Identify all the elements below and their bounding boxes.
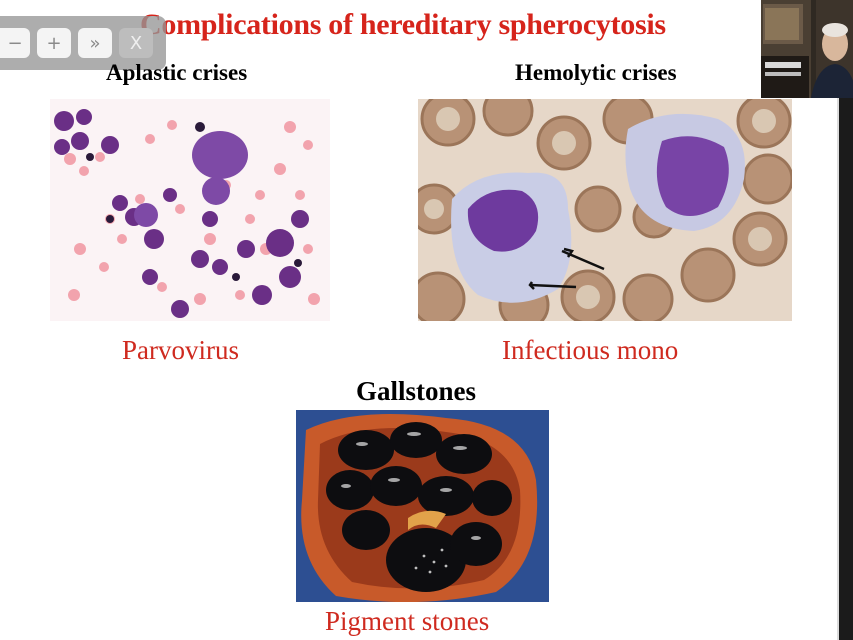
presenter-video-image [761, 0, 853, 98]
slide-title: Complications of hereditary spherocytosi… [140, 8, 666, 41]
window-edge [839, 98, 853, 640]
gallstones-heading: Gallstones [356, 376, 477, 406]
zoom-toolbar: − + » X [0, 16, 166, 70]
infectious-mono-smear-image [418, 99, 792, 321]
plus-icon: + [46, 32, 62, 54]
pigment-gallstones-image [296, 410, 549, 602]
hemolytic-crises-heading: Hemolytic crises [515, 60, 677, 85]
webcam-video [761, 0, 853, 98]
zoom-in-button[interactable]: + [37, 28, 71, 58]
aplastic-crises-heading: Aplastic crises [106, 60, 248, 85]
close-icon: X [129, 32, 143, 54]
pigment-stones-caption: Pigment stones [325, 606, 490, 636]
minus-icon: − [7, 32, 23, 54]
parvovirus-caption: Parvovirus [122, 335, 239, 365]
infectious-mono-caption: Infectious mono [502, 335, 679, 365]
close-button[interactable]: X [119, 28, 153, 58]
forward-button[interactable]: » [78, 28, 112, 58]
parvovirus-smear-image [50, 99, 330, 321]
window-edge-highlight [837, 98, 839, 640]
zoom-out-button[interactable]: − [0, 28, 30, 58]
double-chevron-right-icon: » [89, 32, 101, 54]
